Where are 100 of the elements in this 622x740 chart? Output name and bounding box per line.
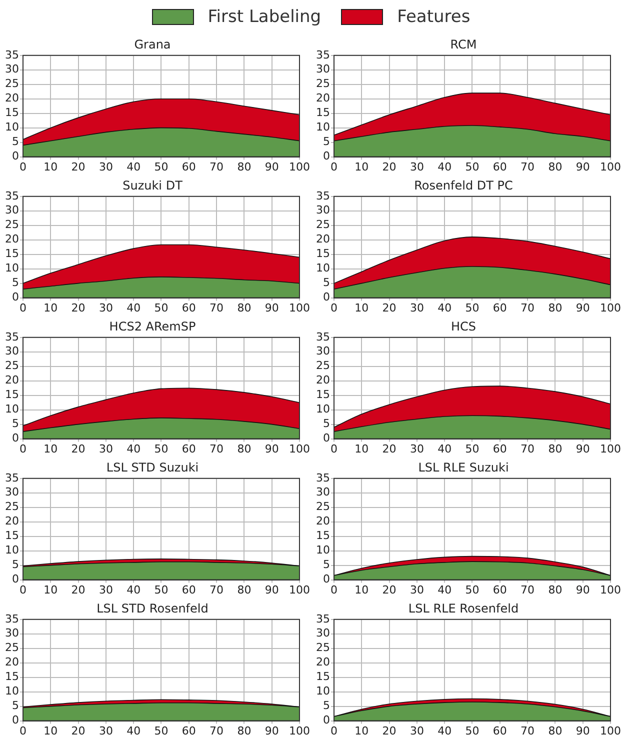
x-tick-label: 50 — [154, 442, 168, 456]
y-tick-label: 30 — [316, 204, 330, 217]
x-tick-label: 70 — [210, 724, 224, 738]
y-tick-label: 5 — [322, 276, 330, 290]
y-tick-label: 35 — [316, 612, 330, 626]
x-tick-label: 100 — [600, 442, 621, 456]
x-tick-label: 40 — [126, 583, 141, 596]
x-tick-label: 90 — [264, 442, 279, 456]
x-tick-label: 40 — [126, 724, 141, 738]
y-tick-label: 5 — [12, 558, 19, 572]
y-tick-label: 15 — [316, 106, 330, 120]
x-tick-label: 70 — [520, 301, 535, 314]
y-tick-label: 30 — [4, 62, 19, 76]
chart-title: LSL STD Suzuki — [106, 460, 199, 474]
chart-title: HCS2 ARemSP — [109, 319, 196, 334]
x-tick-label: 80 — [237, 442, 252, 456]
x-tick-label: 90 — [576, 160, 590, 174]
y-tick-label: 10 — [4, 684, 19, 698]
x-tick-label: 70 — [520, 724, 535, 738]
y-tick-label: 25 — [316, 500, 330, 514]
y-tick-label: 5 — [322, 558, 330, 572]
x-tick-label: 90 — [576, 301, 590, 314]
x-tick-label: 30 — [410, 301, 424, 314]
x-tick-label: 50 — [154, 724, 168, 738]
y-tick-label: 20 — [316, 514, 330, 528]
y-tick-label: 20 — [316, 656, 330, 669]
x-tick-label: 40 — [126, 160, 141, 174]
y-tick-label: 35 — [4, 330, 19, 344]
x-tick-label: 10 — [44, 301, 58, 314]
y-tick-label: 5 — [12, 276, 19, 290]
x-tick-label: 90 — [264, 160, 279, 174]
x-tick-label: 80 — [548, 442, 562, 456]
y-tick-label: 20 — [4, 656, 19, 669]
y-tick-label: 10 — [316, 262, 330, 275]
y-tick-label: 15 — [316, 247, 330, 260]
x-tick-label: 20 — [71, 724, 86, 738]
x-tick-label: 70 — [210, 583, 224, 596]
x-tick-label: 50 — [465, 583, 480, 596]
y-tick-label: 25 — [316, 218, 330, 232]
x-tick-label: 30 — [410, 583, 424, 596]
y-tick-label: 0 — [322, 290, 330, 304]
x-tick-label: 60 — [182, 301, 196, 314]
x-tick-label: 50 — [465, 442, 480, 456]
y-tick-label: 35 — [4, 189, 19, 202]
y-tick-label: 20 — [316, 374, 330, 387]
y-tick-label: 30 — [4, 486, 19, 499]
x-tick-label: 60 — [492, 583, 507, 596]
chart-title: LSL STD Rosenfeld — [96, 601, 208, 616]
x-tick-label: 100 — [600, 301, 621, 314]
x-tick-label: 50 — [154, 301, 168, 314]
chart-title: LSL RLE Rosenfeld — [408, 601, 519, 616]
x-tick-label: 50 — [465, 301, 480, 314]
x-tick-label: 20 — [71, 160, 86, 174]
y-tick-label: 5 — [12, 699, 19, 712]
y-tick-label: 0 — [12, 432, 19, 445]
y-tick-label: 0 — [12, 150, 19, 163]
x-tick-label: 60 — [492, 724, 507, 738]
y-tick-label: 25 — [4, 359, 19, 372]
y-tick-label: 15 — [4, 106, 19, 120]
x-tick-label: 40 — [438, 160, 452, 174]
x-tick-label: 70 — [520, 442, 535, 456]
y-tick-label: 25 — [4, 218, 19, 232]
x-tick-label: 20 — [382, 583, 396, 596]
x-tick-label: 90 — [576, 442, 590, 456]
x-tick-label: 10 — [354, 442, 369, 456]
y-tick-label: 20 — [4, 514, 19, 528]
x-tick-label: 100 — [289, 583, 310, 596]
chart-title: Rosenfeld DT PC — [414, 178, 513, 192]
chart-title: HCS — [450, 319, 476, 334]
y-tick-label: 30 — [316, 344, 330, 358]
x-tick-label: 80 — [548, 583, 562, 596]
y-tick-label: 20 — [316, 92, 330, 105]
x-tick-label: 100 — [289, 724, 310, 738]
y-tick-label: 35 — [4, 471, 19, 484]
x-tick-label: 70 — [210, 160, 224, 174]
x-tick-label: 90 — [264, 724, 279, 738]
x-tick-label: 20 — [382, 160, 396, 174]
x-tick-label: 40 — [438, 724, 452, 738]
y-tick-label: 5 — [322, 135, 330, 148]
y-tick-label: 30 — [4, 204, 19, 217]
chart-title: RCM — [450, 37, 477, 52]
x-tick-label: 30 — [98, 160, 113, 174]
x-tick-label: 30 — [410, 724, 424, 738]
y-tick-label: 25 — [316, 359, 330, 372]
x-tick-label: 70 — [210, 301, 224, 314]
y-tick-label: 35 — [316, 48, 330, 62]
x-tick-label: 90 — [264, 301, 279, 314]
y-tick-label: 20 — [4, 232, 19, 246]
x-tick-label: 50 — [465, 724, 480, 738]
y-tick-label: 35 — [316, 189, 330, 202]
x-tick-label: 100 — [289, 160, 310, 174]
x-tick-label: 60 — [492, 442, 507, 456]
x-tick-label: 30 — [98, 724, 113, 738]
x-tick-label: 30 — [410, 442, 424, 456]
x-tick-label: 40 — [126, 301, 141, 314]
x-tick-label: 70 — [520, 583, 535, 596]
x-tick-label: 30 — [98, 442, 113, 456]
y-tick-label: 15 — [316, 670, 330, 684]
y-tick-label: 15 — [316, 529, 330, 542]
y-tick-label: 15 — [4, 388, 19, 402]
